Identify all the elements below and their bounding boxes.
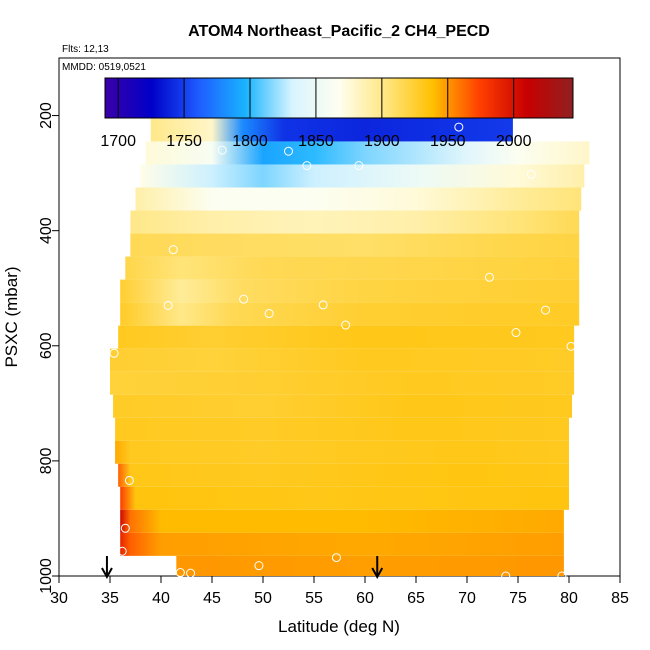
colorbar-tick-label: 1950 (430, 133, 466, 150)
sample-point (254, 561, 264, 571)
sample-point (566, 341, 576, 351)
colorbar-tick-label: 1700 (100, 133, 136, 150)
x-tick-label: 80 (560, 590, 578, 607)
x-tick-label: 75 (509, 590, 527, 607)
sample-point (484, 272, 494, 282)
sample-point (511, 328, 521, 338)
sample-point (284, 146, 293, 156)
heatmap-layer (120, 532, 564, 556)
colorbar-tick-label: 2000 (496, 133, 532, 150)
y-tick-label: 800 (38, 447, 55, 474)
heatmap-layer (176, 555, 564, 576)
x-tick-label: 60 (356, 590, 374, 607)
sample-point (302, 161, 312, 171)
sample-point (124, 475, 134, 485)
sample-point (175, 568, 185, 578)
flights-label: Flts: 12,13 (62, 44, 109, 55)
heatmap-layer (135, 187, 582, 211)
colorbar-tick-label: 1900 (364, 133, 400, 150)
heatmap-layer (130, 210, 580, 234)
x-axis: 30 35 40 45 50 55 60 65 70 75 80 85 (50, 576, 629, 607)
colorbar-tick-label: 1850 (298, 133, 334, 150)
heatmap-layer (120, 302, 580, 326)
sample-point (163, 300, 173, 310)
x-tick-label: 50 (254, 590, 272, 607)
heatmap-layer (145, 141, 590, 165)
sample-point (217, 145, 227, 155)
heatmap-layer (115, 440, 569, 464)
x-tick-label: 85 (611, 590, 629, 607)
heatmap-layer (120, 509, 564, 533)
sample-point (239, 294, 249, 304)
x-tick-label: 55 (305, 590, 323, 607)
heatmap-layer (120, 279, 580, 303)
colorbar-tick-label: 1800 (232, 133, 268, 150)
heatmap-layer (110, 348, 575, 372)
sample-point (109, 348, 119, 358)
heatmap-layer (150, 118, 513, 142)
colorbar-tick-label: 1750 (166, 133, 202, 150)
sample-point (341, 320, 351, 330)
heatmap-layer (125, 256, 580, 280)
heatmap-layer (120, 486, 569, 510)
colorbar-ticks: 1700 1750 1800 1850 1900 1950 2000 (100, 78, 532, 150)
arrow-marker (101, 556, 113, 580)
heatmap-layer (110, 371, 575, 395)
y-tick-label: 400 (38, 217, 55, 244)
colorbar-gradient (104, 77, 574, 119)
sample-point (264, 309, 274, 319)
sample-point (526, 169, 536, 179)
sample-point (168, 245, 178, 255)
sample-point (120, 523, 130, 533)
y-tick-label: 600 (38, 332, 55, 359)
sample-point (117, 546, 127, 556)
y-tick-label: 200 (38, 102, 55, 129)
x-tick-label: 40 (152, 590, 170, 607)
dates-label: MMDD: 0519,0521 (62, 62, 146, 73)
arrow-marker (371, 556, 384, 580)
sample-point (557, 571, 567, 581)
sample-point (354, 161, 364, 171)
x-tick-label: 65 (407, 590, 425, 607)
sample-point (454, 122, 464, 132)
arrow-markers (101, 556, 384, 580)
colorbar: 1700 1750 1800 1850 1900 1950 2000 (100, 77, 574, 150)
x-axis-label: Latitude (deg N) (278, 617, 400, 636)
x-tick-label: 30 (50, 590, 68, 607)
heatmap-layer (140, 164, 585, 188)
sample-point (541, 305, 551, 315)
x-tick-label: 70 (458, 590, 476, 607)
y-axis: 200 400 600 800 1000 (38, 102, 59, 594)
heatmap-layer (115, 417, 569, 441)
x-tick-label: 35 (101, 590, 119, 607)
sample-point (186, 568, 196, 578)
heatmap-layers (110, 98, 590, 576)
y-tick-label: 1000 (38, 558, 55, 594)
heatmap-layer (113, 394, 573, 418)
heatmap-layer (118, 463, 569, 487)
heatmap-layer (118, 325, 575, 349)
x-tick-label: 45 (203, 590, 221, 607)
heatmap-layer (130, 233, 580, 257)
sample-point (318, 300, 328, 310)
chart-title: ATOM4 Northeast_Pacific_2 CH4_PECD (188, 23, 490, 40)
sample-point (331, 553, 341, 563)
sample-point (501, 571, 511, 581)
y-axis-label: PSXC (mbar) (2, 266, 21, 367)
